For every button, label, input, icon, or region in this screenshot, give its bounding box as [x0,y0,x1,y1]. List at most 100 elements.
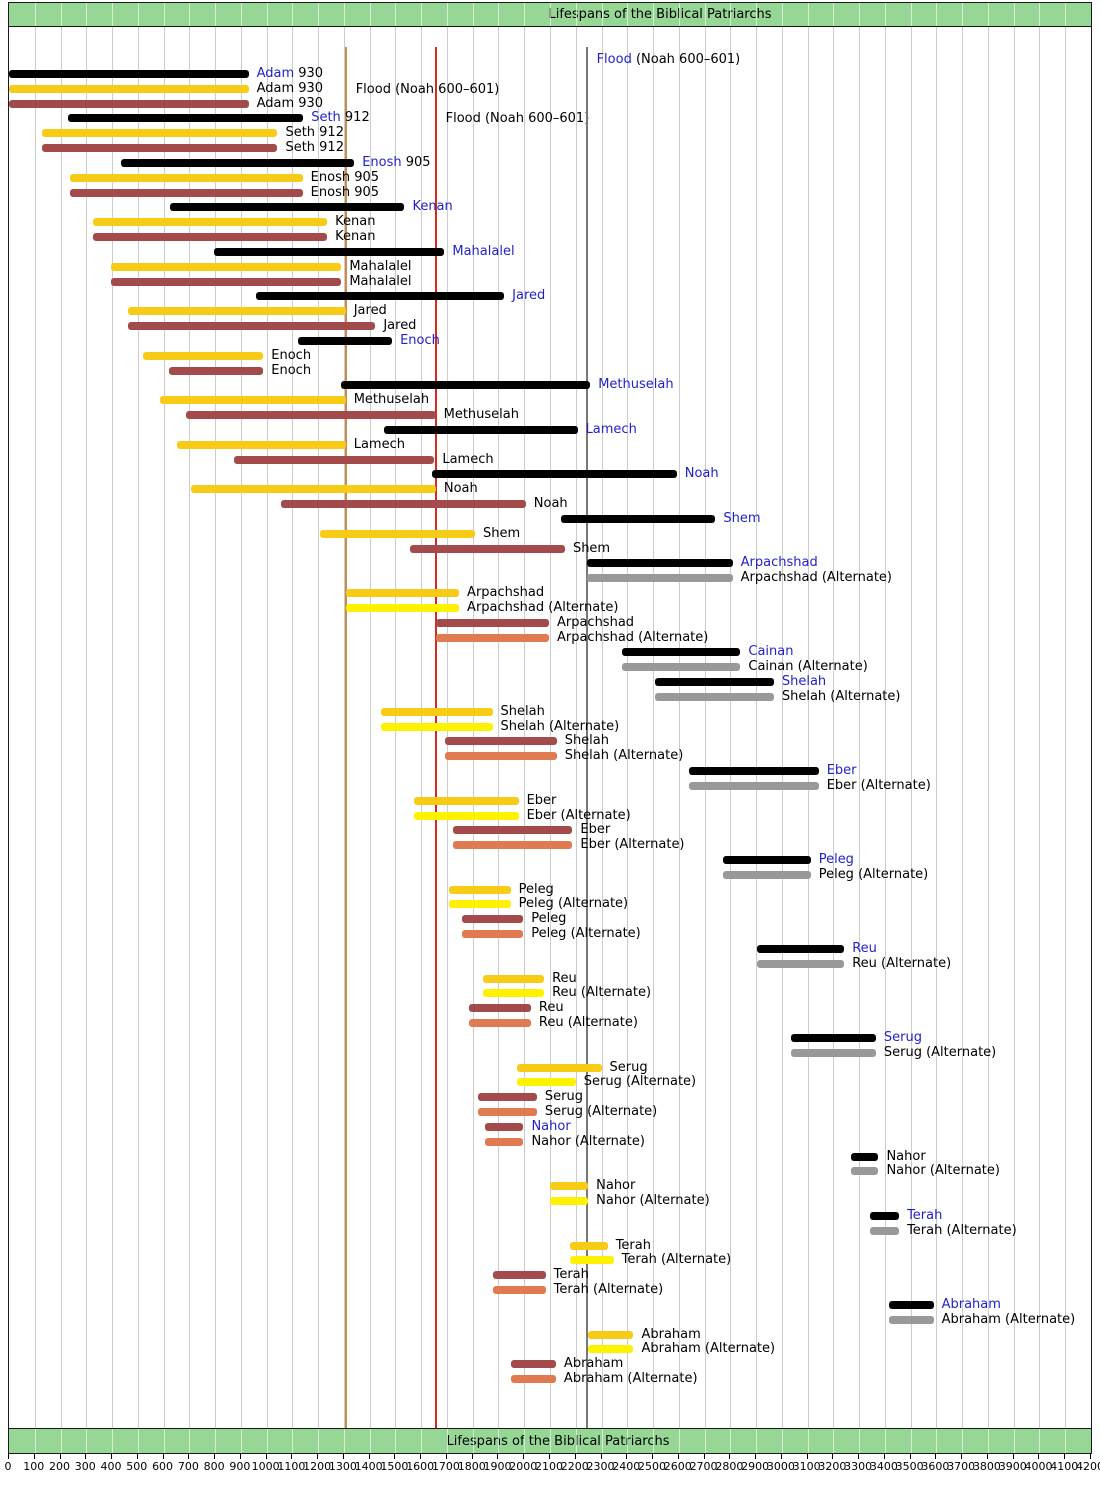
lifespan-bar [588,1330,634,1339]
bar-label-name: Methuselah [598,377,674,393]
bar-label: Shelah [782,675,826,689]
lifespan-bar [516,1063,602,1072]
bar-label: Shelah (Alternate) [782,689,901,704]
gridline [137,3,139,26]
gridline [215,1429,217,1453]
bar-label-name: Nahor (Alternate) [531,1133,645,1149]
flood-line [585,47,588,1428]
axis-tick [961,1453,963,1459]
bar-label-name: Enosh [310,169,351,185]
bar-label-name: Noah [443,481,478,497]
chart-title-bottom: Lifespans of the Biblical Patriarchs [446,1433,670,1449]
bar-label: Abraham [942,1297,1001,1312]
bar-label-name: Jared [383,318,417,334]
bar-label: Peleg [531,912,566,926]
gridline [86,3,88,26]
gridline [601,1429,603,1453]
bar-label-name: Nahor (Alternate) [596,1193,710,1209]
bar-label: Nahor (Alternate) [596,1194,710,1208]
bar-label-name: Abraham (Alternate) [641,1341,776,1357]
bar-label-name: Terah (Alternate) [553,1282,664,1298]
bar-label-name: Seth [311,110,341,126]
axis-tick-label: 2200 [560,1460,589,1473]
gridline [807,3,809,26]
gridline [292,3,294,26]
lifespan-bar [688,781,819,790]
axis-tick [8,1453,9,1459]
bar-label-name: Lamech [353,436,405,452]
bar-label: Serug (Alternate) [545,1105,657,1119]
gridline [987,1429,989,1453]
bar-label: Adam 930 [256,95,324,111]
gridline [163,27,165,1428]
bar-label: Noah [534,497,568,511]
lifespan-bar [346,603,460,612]
axis-tick-label: 3200 [818,1460,847,1473]
axis-tick [1038,1453,1040,1459]
lifespan-bar [485,1137,524,1146]
lifespan-bar [510,1360,556,1369]
gridline [1065,3,1067,26]
bar-label: Kenan [412,200,452,214]
axis-tick-label: 1900 [483,1460,512,1473]
gridline [498,1429,500,1453]
axis-tick [394,1453,396,1459]
gridline [1039,1429,1041,1453]
title-band-bottom: Lifespans of the Biblical Patriarchs [9,1428,1091,1453]
lifespan-bar [234,455,435,464]
bar-label: Nahor (Alternate) [886,1164,1000,1178]
bar-label: Enoch [271,363,311,378]
lifespan-bar [169,366,264,375]
bar-label: Reu (Alternate) [539,1016,638,1030]
bar-label-name: Reu (Alternate) [538,1015,638,1031]
bar-label: Eber (Alternate) [580,838,684,852]
bar-label-name: Peleg (Alternate) [531,926,641,942]
bar-label-name: Mahalalel [349,258,412,274]
gridline [730,1429,732,1453]
bar-label: Reu [539,1001,564,1015]
axis-tick-label: 3100 [792,1460,821,1473]
axis-tick-label: 3500 [895,1460,924,1473]
lifespan-bar [588,1345,634,1354]
axis-tick-label: 1000 [251,1460,280,1473]
bar-label-name: Adam [256,95,295,111]
axis-tick-label: 1300 [328,1460,357,1473]
axis-tick-label: 3800 [972,1460,1001,1473]
bar-label-name: Serug (Alternate) [544,1104,658,1120]
lifespan-bar [69,188,303,197]
axis-tick-label: 2400 [612,1460,641,1473]
bar-label-name: Terah [615,1237,651,1253]
bar-label: Nahor (Alternate) [531,1133,645,1149]
bar-label-name: Reu (Alternate) [852,955,952,971]
lifespan-bar [213,247,445,256]
bar-label-name: Enoch [400,332,440,348]
bar-label-name: Jared [512,288,546,304]
gridline [550,27,551,1428]
flood-word: Flood [596,52,632,67]
axis-tick-label: 1800 [457,1460,486,1473]
bar-label: Enosh 905 [310,169,380,185]
bar-label-name: Abraham (Alternate) [941,1311,1076,1327]
lifespan-bar [851,1167,879,1176]
bar-label-name: Jared [353,303,387,319]
bar-label-name: Eber (Alternate) [580,837,685,853]
lifespan-bar [469,1019,531,1028]
bar-label-name: Methuselah [353,392,430,408]
bar-label: Nahor [886,1149,925,1164]
axis-tick-label: 2000 [509,1460,538,1473]
bar-label: Eber [580,823,610,837]
axis-tick [265,1453,267,1459]
bar-label-name: Methuselah [443,407,519,423]
axis-tick-label: 500 [126,1460,148,1473]
lifespan-bar [888,1300,934,1309]
bar-label-name: Abraham (Alternate) [563,1371,698,1387]
gridline [189,1429,191,1453]
gridline [910,27,912,1428]
lifespan-bar [870,1211,900,1220]
lifespan-bar [570,1241,608,1250]
bar-label-name: Nahor [531,1118,571,1134]
lifespan-bar [570,1256,614,1265]
bar-label: Shelah [501,704,545,719]
bar-label: Terah (Alternate) [622,1253,732,1267]
gridline [266,1429,268,1453]
